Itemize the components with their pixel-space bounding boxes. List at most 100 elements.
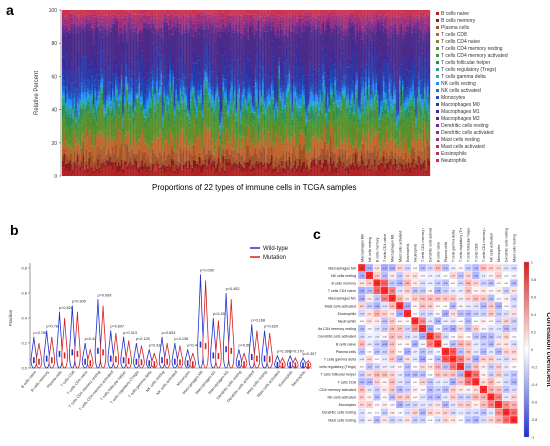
- bar-segment: [150, 170, 152, 173]
- bar-segment: [343, 98, 345, 110]
- bar-segment: [160, 16, 163, 19]
- bar-segment: [163, 19, 166, 22]
- bar-segment: [278, 164, 280, 167]
- bar-segment: [163, 16, 166, 20]
- bar-segment: [387, 10, 389, 14]
- bar-segment: [159, 152, 161, 168]
- bar-segment: [92, 14, 95, 18]
- bar-segment: [157, 101, 160, 104]
- bar-segment: [382, 17, 385, 22]
- bar-segment: [365, 88, 367, 99]
- bar-segment: [63, 16, 66, 17]
- bar-segment: [75, 33, 77, 82]
- bar-segment: [387, 123, 389, 128]
- bar-segment: [360, 114, 363, 142]
- bar-segment: [319, 135, 322, 141]
- bar-segment: [204, 14, 207, 16]
- bar-segment: [129, 142, 132, 149]
- bar-segment: [325, 29, 328, 77]
- bar-segment: [282, 167, 285, 174]
- bar-segment: [315, 138, 317, 159]
- bar-segment: [329, 51, 332, 60]
- bar-segment: [284, 63, 286, 93]
- bar-segment: [349, 10, 351, 13]
- bar-segment: [137, 49, 139, 73]
- bar-segment: [91, 145, 94, 147]
- bar-segment: [240, 32, 242, 38]
- bar-segment: [229, 15, 232, 20]
- bar-segment: [335, 162, 338, 168]
- bar-segment: [365, 110, 367, 121]
- bar-segment: [265, 120, 267, 125]
- bar-segment: [377, 18, 379, 20]
- bar-segment: [131, 164, 133, 171]
- bar-segment: [144, 82, 147, 95]
- bar-segment: [332, 144, 335, 150]
- bar-segment: [349, 76, 351, 99]
- bar-segment: [349, 109, 351, 112]
- bar-segment: [78, 24, 80, 27]
- bar-segment: [340, 80, 342, 93]
- bar-segment: [384, 15, 386, 17]
- bar-segment: [374, 20, 376, 25]
- bar-segment: [350, 84, 353, 91]
- bar-segment: [156, 68, 158, 78]
- bar-segment: [238, 161, 241, 169]
- bar-segment: [318, 10, 320, 14]
- bar-segment: [253, 33, 255, 39]
- bar-segment: [324, 29, 326, 35]
- bar-segment: [67, 53, 70, 71]
- bar-segment: [106, 154, 108, 160]
- bar-segment: [131, 97, 133, 99]
- bar-segment: [113, 108, 116, 110]
- bar-segment: [213, 100, 216, 103]
- bar-segment: [291, 113, 294, 115]
- bar-segment: [138, 10, 141, 12]
- bar-segment: [298, 13, 301, 16]
- bar-segment: [388, 15, 391, 19]
- bar-segment: [69, 170, 71, 176]
- bar-segment: [259, 143, 261, 150]
- bar-segment: [394, 99, 397, 102]
- bar-segment: [225, 17, 228, 25]
- bar-segment: [151, 140, 154, 143]
- bar-segment: [117, 117, 120, 130]
- bar-segment: [101, 77, 104, 80]
- bar-segment: [151, 149, 154, 165]
- bar-segment: [156, 156, 158, 162]
- bar-segment: [247, 99, 250, 103]
- bar-segment: [325, 86, 328, 103]
- bar-segment: [134, 111, 136, 122]
- bar-segment: [66, 55, 69, 77]
- bar-segment: [197, 98, 200, 102]
- bar-segment: [231, 89, 233, 97]
- bar-segment: [287, 171, 289, 176]
- bar-segment: [79, 159, 82, 167]
- bar-segment: [220, 109, 223, 113]
- bar-segment: [62, 12, 64, 15]
- bar-segment: [182, 10, 185, 12]
- bar-segment: [257, 18, 260, 20]
- bar-segment: [285, 93, 288, 97]
- bar-segment: [207, 107, 210, 110]
- bar-segment: [334, 10, 336, 12]
- bar-segment: [269, 20, 272, 26]
- bar-segment: [298, 10, 301, 12]
- bar-segment: [271, 83, 273, 86]
- bar-segment: [290, 107, 292, 117]
- bar-segment: [75, 113, 77, 118]
- bar-segment: [204, 86, 207, 97]
- bar-segment: [210, 101, 213, 102]
- bar-segment: [126, 30, 129, 39]
- bar-segment: [123, 10, 126, 13]
- bar-segment: [116, 15, 119, 17]
- bar-segment: [140, 92, 142, 95]
- bar-segment: [194, 18, 197, 25]
- bar-segment: [235, 23, 238, 31]
- bar-segment: [282, 10, 285, 14]
- bar-segment: [66, 87, 69, 94]
- bar-segment: [359, 117, 361, 124]
- bar-segment: [351, 95, 354, 97]
- bar-segment: [340, 92, 342, 97]
- bar-segment: [357, 128, 360, 149]
